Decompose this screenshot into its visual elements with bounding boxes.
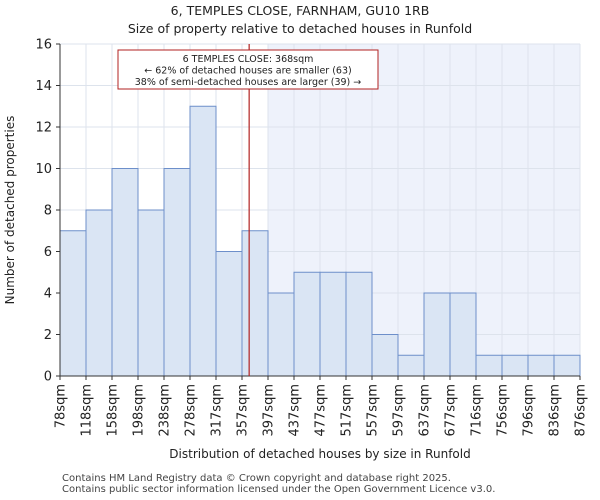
histogram-bar: [163, 168, 191, 377]
annotation-line3: 38% of semi-detached houses are larger (…: [135, 77, 362, 88]
histogram-bar: [293, 271, 321, 377]
histogram-bar: [241, 230, 269, 377]
x-tick-label: 796sqm: [522, 384, 537, 437]
x-tick-label: 437sqm: [288, 384, 303, 437]
x-tick-label: 357sqm: [236, 384, 251, 437]
x-tick-label: 317sqm: [210, 384, 225, 437]
y-tick-label: 12: [35, 121, 52, 136]
histogram-bar: [319, 271, 347, 377]
annotation-box: [117, 49, 379, 90]
x-tick-label: 716sqm: [470, 384, 485, 437]
x-tick-label: 597sqm: [392, 384, 407, 437]
histogram-bar: [397, 354, 425, 377]
y-tick-label: 2: [44, 328, 52, 343]
histogram-bar: [59, 230, 87, 377]
y-tick-label: 14: [35, 79, 52, 94]
histogram-bar: [267, 292, 295, 377]
histogram-bar: [111, 168, 139, 377]
chart-subtitle: Size of property relative to detached ho…: [127, 21, 473, 36]
histogram-bar: [527, 354, 555, 377]
chart-title: 6, TEMPLES CLOSE, FARNHAM, GU10 1RB: [170, 3, 430, 18]
x-tick-label: 836sqm: [548, 384, 563, 437]
x-tick-label: 78sqm: [54, 384, 69, 428]
histogram-bar: [553, 354, 581, 377]
x-tick-label: 198sqm: [132, 384, 147, 437]
x-tick-label: 118sqm: [80, 384, 95, 437]
histogram-bar: [215, 251, 243, 377]
histogram-bar: [371, 334, 399, 377]
y-tick-label: 8: [44, 204, 52, 219]
footer-copyright: Contains HM Land Registry data © Crown c…: [62, 473, 451, 484]
x-tick-label: 238sqm: [158, 384, 173, 437]
x-tick-label: 557sqm: [366, 384, 381, 437]
x-axis-label: Distribution of detached houses by size …: [169, 447, 470, 461]
x-tick-label: 397sqm: [262, 384, 277, 437]
histogram-bar: [501, 354, 529, 377]
histogram-bar: [137, 209, 165, 377]
y-tick-label: 10: [35, 162, 52, 177]
y-tick-label: 6: [44, 245, 52, 260]
annotation-line2: ← 62% of detached houses are smaller (63…: [144, 66, 351, 77]
histogram-bar: [475, 354, 503, 377]
y-axis-label: Number of detached properties: [3, 116, 17, 305]
footer-licence: Contains public sector information licen…: [62, 484, 496, 495]
histogram-bar: [449, 292, 477, 377]
y-tick-label: 0: [44, 370, 52, 385]
x-tick-label: 158sqm: [106, 384, 121, 437]
annotation-line1: 6 TEMPLES CLOSE: 368sqm: [183, 54, 314, 65]
x-tick-label: 876sqm: [574, 384, 589, 437]
x-tick-label: 477sqm: [314, 384, 329, 437]
histogram-bar: [345, 271, 373, 377]
x-tick-label: 637sqm: [418, 384, 433, 437]
histogram-bar: [85, 209, 113, 377]
x-tick-label: 756sqm: [496, 384, 511, 437]
y-tick-label: 16: [35, 38, 52, 53]
x-tick-label: 677sqm: [444, 384, 459, 437]
y-tick-label: 4: [44, 287, 52, 302]
x-tick-label: 278sqm: [184, 384, 199, 437]
x-tick-label: 517sqm: [340, 384, 355, 437]
histogram-bar: [189, 105, 217, 377]
histogram-bar: [423, 292, 451, 377]
